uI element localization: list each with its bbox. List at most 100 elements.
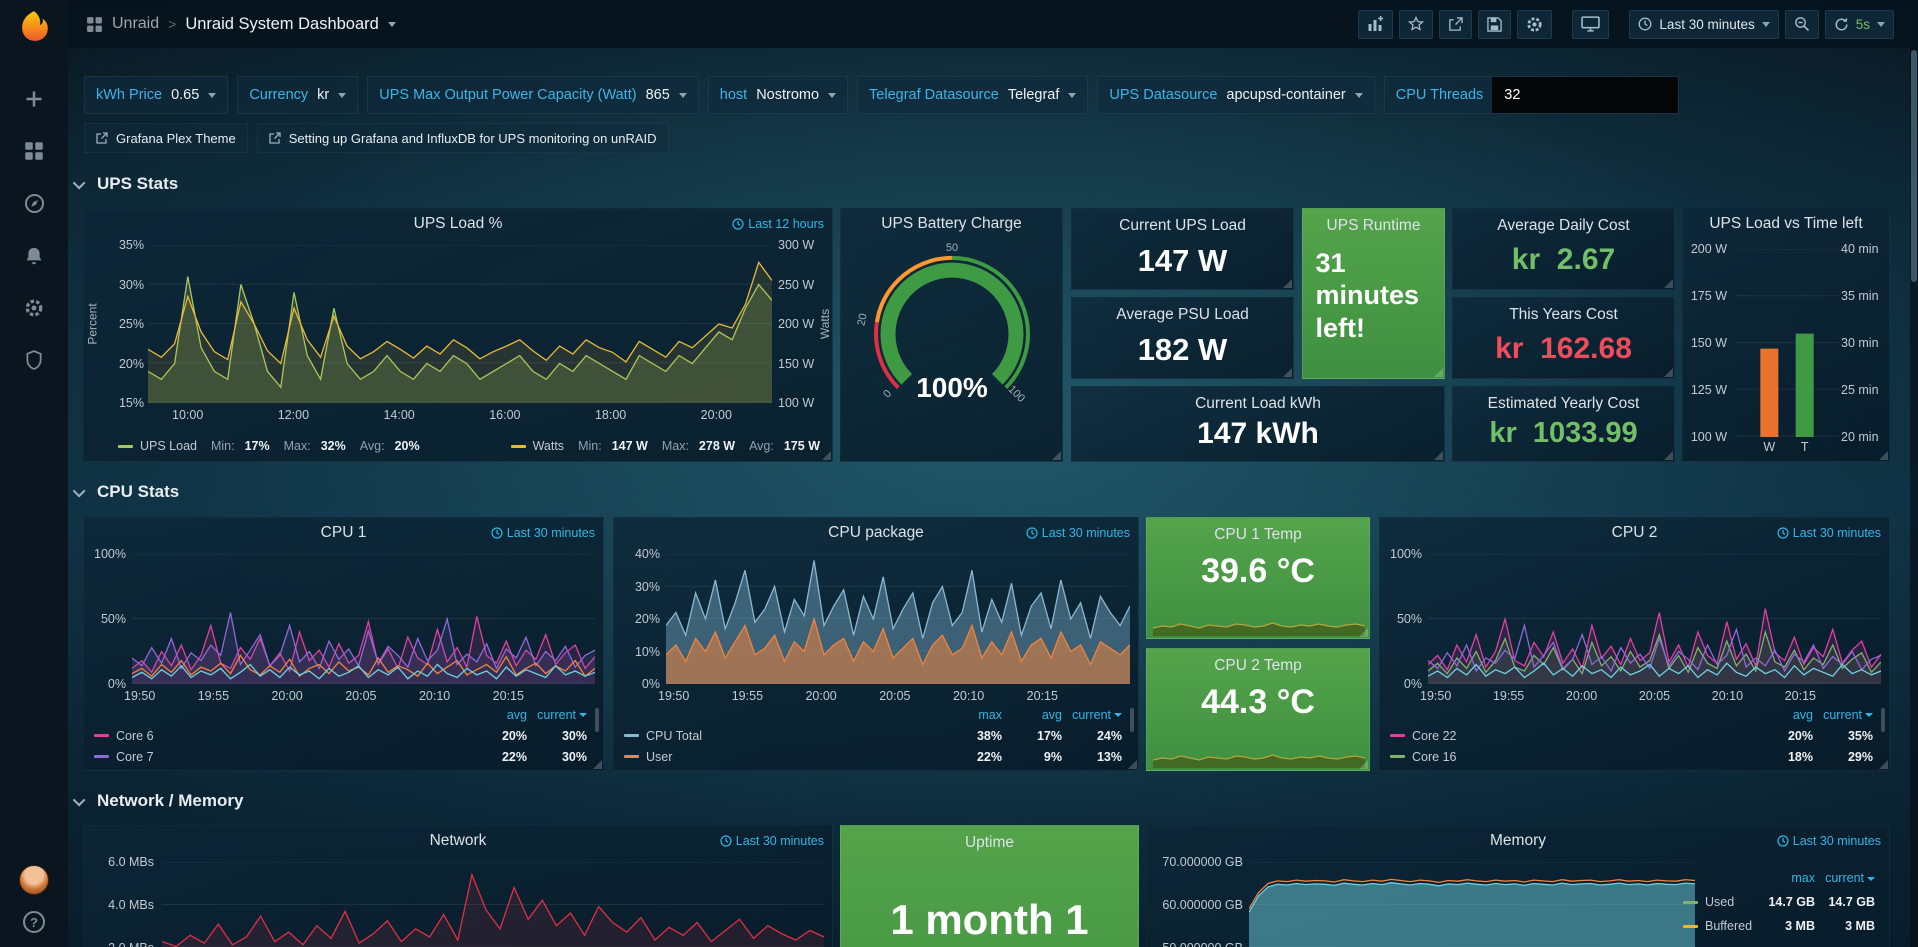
panel-time-badge[interactable]: Last 30 minutes (1026, 526, 1130, 540)
network-chart[interactable] (162, 862, 824, 947)
legend-header-avg[interactable]: avg (1041, 707, 1062, 722)
zoom-out-time-button[interactable] (1784, 9, 1819, 39)
panel-cpu1: CPU 1 Last 30 minutes 100% 50% 0% 19:50 19:… (83, 517, 604, 771)
cpu2-chart[interactable] (1428, 554, 1881, 684)
legend-scrollbar[interactable] (595, 708, 599, 732)
panel-time-badge[interactable]: Last 30 minutes (720, 834, 824, 848)
cpu-package-chart[interactable] (666, 554, 1130, 684)
variable-currency[interactable]: Currency kr (237, 76, 359, 114)
bar-W[interactable] (1760, 348, 1779, 437)
save-dashboard-button[interactable] (1478, 9, 1512, 39)
legend-series-name[interactable]: Core 6 (94, 729, 467, 743)
section-header-network-memory[interactable]: Network / Memory (72, 791, 243, 811)
legend-scrollbar[interactable] (1881, 708, 1885, 732)
add-icon[interactable] (24, 89, 44, 109)
tv-mode-button[interactable] (1572, 9, 1610, 39)
axis-tick: 20:15 (1026, 689, 1058, 703)
legend-header-avg[interactable]: avg (506, 707, 527, 722)
help-icon[interactable]: ? (23, 911, 45, 933)
section-header-cpu-stats[interactable]: CPU Stats (72, 482, 179, 502)
breadcrumb-folder[interactable]: Unraid (112, 15, 160, 32)
ups-load-chart[interactable] (148, 245, 772, 403)
cpu1-chart[interactable] (132, 554, 595, 684)
legend-header-max[interactable]: max (1791, 871, 1815, 885)
legend-header-current[interactable]: current (1815, 871, 1875, 885)
dashboard-link-setting-up-grafana-and-influxd[interactable]: Setting up Grafana and InfluxDB for UPS … (256, 123, 669, 153)
legend-series-ups-load[interactable]: UPS Load Min: 17% Max: 32% Avg: 20% (118, 439, 420, 453)
alerting-bell-icon[interactable] (24, 246, 44, 266)
add-panel-button[interactable] (1358, 9, 1394, 39)
time-override-label: Last 30 minutes (506, 526, 595, 540)
stat-title[interactable]: Current Load kWh (1195, 395, 1321, 412)
battery-gauge[interactable]: 0 20 50 100 100% (852, 239, 1052, 429)
axis-tick: 20:05 (1638, 689, 1671, 703)
panel-time-badge[interactable]: Last 30 minutes (491, 526, 595, 540)
legend-header-max[interactable]: max (978, 707, 1002, 722)
stat-title[interactable]: Average PSU Load (1116, 306, 1249, 323)
axis-tick: 40 min (1841, 242, 1879, 256)
dashboard-title[interactable]: Unraid System Dashboard (185, 14, 379, 33)
panel-title[interactable]: Network (429, 832, 487, 849)
variable-cpu-threads[interactable]: CPU Threads (1383, 76, 1680, 114)
legend-scrollbar[interactable] (1130, 708, 1134, 732)
dashboard-link-grafana-plex-theme[interactable]: Grafana Plex Theme (84, 123, 248, 153)
page-scrollbar-thumb[interactable] (1911, 50, 1917, 282)
grafana-logo-icon[interactable] (17, 9, 51, 43)
section-header-ups-stats[interactable]: UPS Stats (72, 174, 178, 194)
legend-series-name[interactable]: Buffered (1683, 919, 1755, 933)
variable-telegraf-datasource[interactable]: Telegraf Datasource Telegraf (857, 76, 1089, 114)
panel-title[interactable]: CPU 1 (320, 524, 367, 541)
panel-current-ups-load: Current UPS Load 147 W (1071, 208, 1294, 290)
variable-host[interactable]: host Nostromo (707, 76, 849, 114)
bar-T[interactable] (1795, 333, 1814, 437)
stat-title[interactable]: Uptime (964, 834, 1015, 851)
panel-title[interactable]: CPU package (828, 524, 924, 541)
memory-chart[interactable] (1249, 862, 1695, 947)
dashboard-grid-icon[interactable] (86, 16, 103, 33)
legend-header-avg[interactable]: avg (1792, 707, 1813, 722)
ups-vs-time-bar-chart[interactable] (1735, 249, 1839, 437)
page-scrollbar-track[interactable] (1910, 0, 1918, 947)
stat-title[interactable]: UPS Runtime (1326, 217, 1421, 234)
variable-kwh-price[interactable]: kWh Price 0.65 (84, 76, 229, 114)
dashboards-icon[interactable] (24, 141, 44, 161)
server-admin-shield-icon[interactable] (25, 350, 43, 370)
panel-time-badge[interactable]: Last 30 minutes (1777, 526, 1881, 540)
variable-value: kr (317, 87, 330, 103)
panel-title[interactable]: CPU 2 (1611, 524, 1658, 541)
legend-header-current[interactable]: current (1813, 708, 1873, 722)
panel-time-badge[interactable]: Last 12 hours (732, 217, 824, 231)
legend-series-name[interactable]: Core 22 (1390, 729, 1753, 743)
legend-series-name[interactable]: CPU Total (624, 729, 942, 743)
legend-header-current[interactable]: current (1062, 708, 1122, 722)
legend-series-watts[interactable]: Watts Min: 147 W Max: 278 W Avg: 175 W (510, 439, 820, 453)
legend-series-name[interactable]: Core 7 (94, 750, 467, 764)
variable-ups-max-output-power-capacity-watt[interactable]: UPS Max Output Power Capacity (Watt) 865 (367, 76, 699, 114)
stat-title[interactable]: This Years Cost (1509, 306, 1618, 323)
share-dashboard-button[interactable] (1439, 9, 1473, 39)
variable-ups-datasource[interactable]: UPS Datasource apcupsd-container (1097, 76, 1375, 114)
star-dashboard-button[interactable] (1399, 9, 1434, 39)
stat-title[interactable]: CPU 2 Temp (1214, 657, 1302, 674)
configuration-gear-icon[interactable] (24, 298, 44, 318)
panel-title[interactable]: Memory (1490, 832, 1546, 849)
user-avatar[interactable] (19, 865, 49, 895)
dashboard-settings-button[interactable] (1517, 9, 1553, 39)
panel-title[interactable]: UPS Battery Charge (881, 215, 1022, 232)
stat-title[interactable]: Estimated Yearly Cost (1487, 395, 1640, 412)
variable-text-input[interactable] (1492, 77, 1679, 113)
panel-time-badge[interactable]: Last 30 minutes (1777, 834, 1881, 848)
legend-header-current[interactable]: current (527, 708, 587, 722)
legend-series-name[interactable]: Core 16 (1390, 750, 1753, 764)
stat-title[interactable]: CPU 1 Temp (1214, 526, 1302, 543)
explore-compass-icon[interactable] (24, 193, 45, 214)
time-range-picker[interactable]: Last 30 minutes (1629, 9, 1779, 39)
refresh-picker[interactable]: 5s (1824, 9, 1894, 39)
stat-title[interactable]: Average Daily Cost (1497, 217, 1630, 234)
panel-title[interactable]: UPS Load % (413, 215, 503, 232)
chevron-down-icon[interactable] (387, 21, 396, 27)
panel-title[interactable]: UPS Load vs Time left (1709, 215, 1863, 232)
legend-series-name[interactable]: Used (1683, 895, 1755, 909)
legend-series-name[interactable]: User (624, 750, 942, 764)
stat-title[interactable]: Current UPS Load (1119, 217, 1246, 234)
